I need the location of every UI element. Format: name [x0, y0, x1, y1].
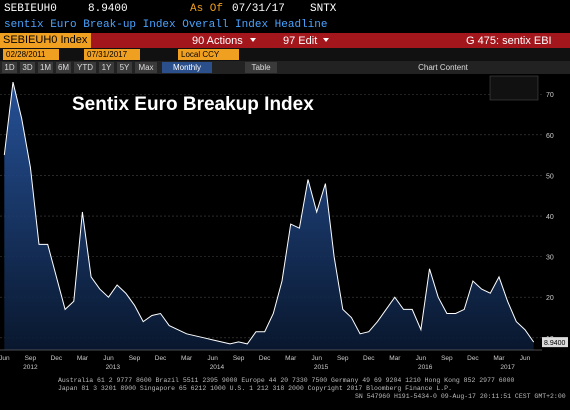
x-year-label: 2015 — [314, 364, 329, 371]
y-tick-label: 60 — [546, 133, 554, 140]
headline-row: sentix Euro Break-up Index Overall Index… — [0, 18, 570, 33]
x-tick-label: Mar — [285, 355, 297, 362]
x-tick-label: Jun — [0, 355, 10, 362]
chart-title: Sentix Euro Breakup Index — [72, 94, 314, 115]
x-year-label: 2014 — [210, 364, 225, 371]
footer-line: Japan 81 3 3201 8900 Singapore 65 6212 1… — [58, 385, 452, 392]
x-tick-label: Mar — [493, 355, 505, 362]
x-tick-label: Sep — [337, 355, 349, 362]
range-button[interactable]: 1M — [38, 62, 53, 73]
x-tick-label: Mar — [77, 355, 89, 362]
x-tick-label: Mar — [181, 355, 193, 362]
last-value-box — [542, 337, 568, 348]
header-row: SEBIEUH0 8.9400 As Of 07/31/17 SNTX — [0, 0, 570, 18]
ticker: SEBIEUH0 — [4, 3, 57, 15]
range-button[interactable]: Max — [135, 62, 157, 73]
range-button[interactable]: 3D — [20, 62, 35, 73]
range-button[interactable]: 5Y — [117, 62, 132, 73]
range-button[interactable]: 1Y — [99, 62, 114, 73]
x-tick-label: Dec — [259, 355, 271, 362]
y-tick-label: 40 — [546, 214, 554, 221]
dropdown-arrow — [323, 38, 329, 42]
footer-line: Australia 61 2 9777 8600 Brazil 5511 239… — [58, 377, 515, 384]
range-button[interactable]: 6M — [56, 62, 71, 73]
x-year-label: 2016 — [418, 364, 433, 371]
range-row: 1D 3D 1M 6M YTD 1Y 5Y Max Monthly Table Chart Cont… — [0, 61, 570, 74]
as-of-date: 07/31/17 — [232, 3, 285, 15]
range-button[interactable]: 1D — [2, 62, 17, 73]
y-tick-label: 20 — [546, 295, 554, 302]
date-row: 02/28/2011 07/31/2017 Local CCY — [0, 48, 570, 61]
x-tick-label: Sep — [25, 355, 37, 362]
x-tick-label: Jun — [520, 355, 531, 362]
x-tick-label: Jun — [207, 355, 218, 362]
last-value-label: 8.9400 — [544, 340, 566, 347]
x-year-label: 2017 — [500, 364, 515, 371]
x-year-label: 2013 — [106, 364, 121, 371]
source: SNTX — [310, 3, 337, 15]
x-tick-label: Jun — [311, 355, 322, 362]
y-tick-label: 50 — [546, 173, 554, 180]
x-year-label: 2012 — [23, 364, 38, 371]
x-tick-label: Dec — [363, 355, 375, 362]
x-tick-label: Sep — [441, 355, 453, 362]
footer-line: SN 547960 H191-5434-0 09-Aug-17 20:11:51… — [355, 393, 566, 400]
x-tick-label: Sep — [129, 355, 141, 362]
y-tick-label: 30 — [546, 255, 554, 262]
area — [4, 82, 534, 350]
chart-content-button[interactable]: Chart Content — [412, 62, 474, 73]
x-tick-label: Sep — [233, 355, 245, 362]
period-select[interactable]: Monthly — [162, 62, 212, 73]
headline: sentix Euro Break-up Index Overall Index… — [4, 19, 328, 31]
y-tick-label: 70 — [546, 92, 554, 99]
dropdown-arrow — [250, 38, 256, 42]
legend-box — [489, 75, 539, 101]
x-tick-label: Dec — [51, 355, 63, 362]
x-tick-label: Dec — [155, 355, 167, 362]
line — [3, 81, 535, 345]
page-label: G 475: sentix EBI — [466, 35, 552, 47]
security-box[interactable]: SEBIEUH0 Index — [0, 33, 91, 48]
x-tick-label: Jun — [103, 355, 114, 362]
range-button[interactable]: YTD — [74, 62, 96, 73]
actions-menu[interactable]: 90 Actions — [192, 35, 243, 47]
as-of-label: As Of — [190, 3, 224, 15]
footer: Australia 61 2 9777 8600 Brazil 5511 239… — [0, 376, 570, 410]
action-bar: SEBIEUH0 Index 90 Actions 97 Edit G 475:… — [0, 33, 570, 48]
x-tick-label: Jun — [416, 355, 427, 362]
x-tick-label: Mar — [389, 355, 401, 362]
table-button[interactable]: Table — [245, 62, 277, 73]
edit-menu[interactable]: 97 Edit — [283, 35, 318, 47]
end-date[interactable]: 07/31/2017 — [84, 49, 140, 60]
x-tick-label: Dec — [467, 355, 479, 362]
price: 8.9400 — [88, 3, 128, 15]
start-date[interactable]: 02/28/2011 — [3, 49, 59, 60]
currency[interactable]: Local CCY — [178, 49, 239, 60]
